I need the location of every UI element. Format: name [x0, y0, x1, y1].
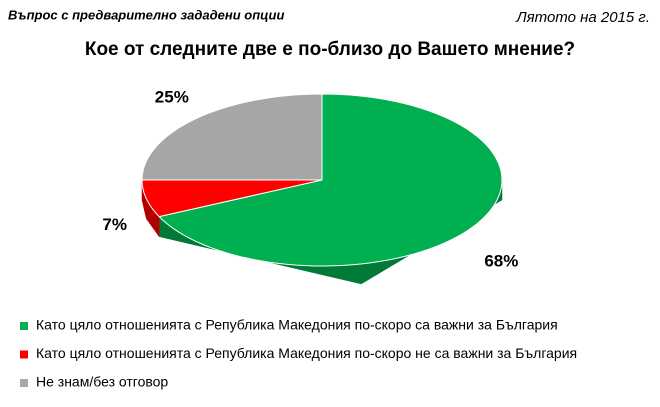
slice: [141, 179, 323, 218]
value-label: 7%: [102, 215, 127, 234]
note-left: Въпрос с предварително зададени опции: [8, 7, 284, 22]
legend-label: Като цяло отношенията с Република Македо…: [36, 345, 577, 361]
legend-marker: [20, 322, 28, 330]
legend-marker: [20, 379, 28, 387]
value-label: 68%: [484, 252, 518, 271]
slice: [158, 93, 503, 267]
legend-marker: [20, 350, 28, 359]
slice: [141, 93, 323, 181]
legend-label: Като цяло отношенията с Република Македо…: [36, 317, 558, 333]
note-right: Лятото на 2015 г.: [515, 9, 650, 26]
value-label: 25%: [155, 87, 189, 106]
chart-title: Кое от следните две е по-близо до Вашето…: [85, 39, 575, 60]
legend-label: Не знам/без отговор: [36, 374, 168, 390]
